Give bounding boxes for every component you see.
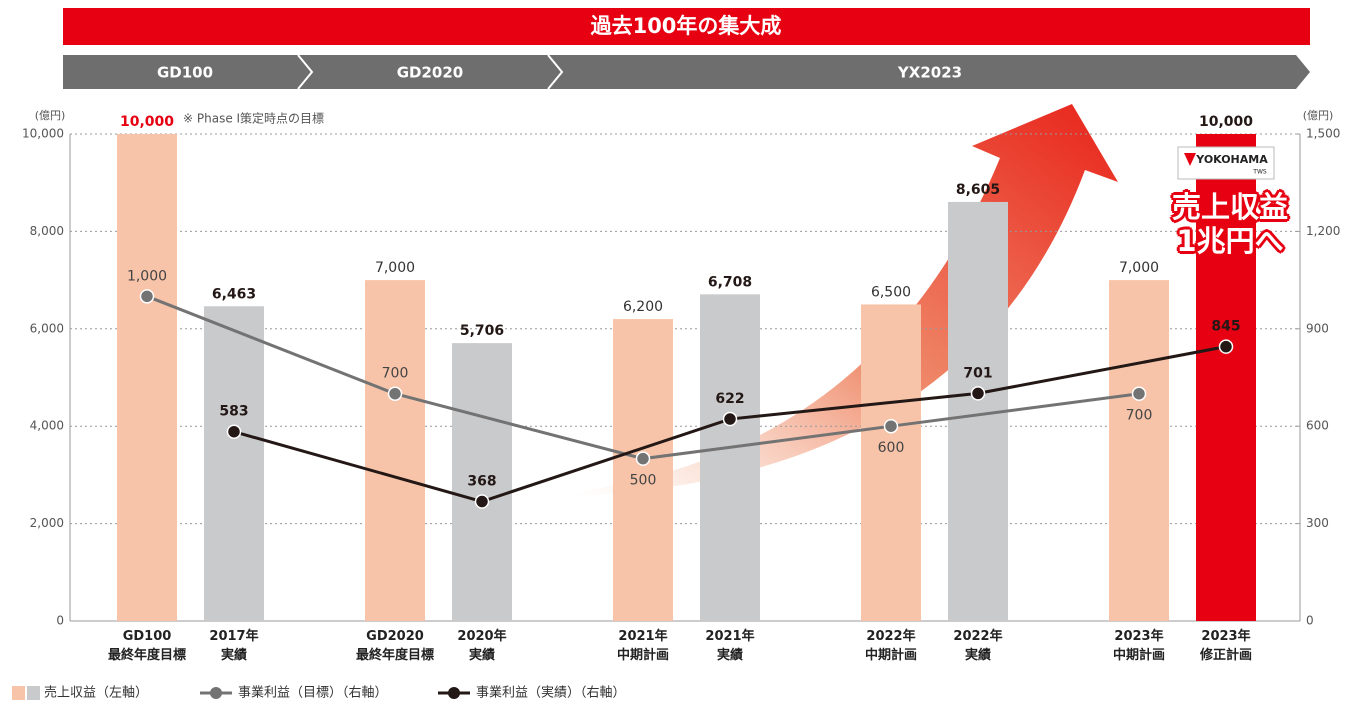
legend-label: 事業利益（目標）（右軸）: [238, 685, 388, 701]
y2-tick-label: 1,500: [1306, 127, 1340, 141]
point-label: 701: [963, 365, 992, 381]
point: [387, 386, 403, 401]
y2-tick-label: 900: [1306, 321, 1329, 335]
x-tick-label: 2023年 中期計画: [1112, 629, 1165, 663]
logo-sub: TWS: [1252, 169, 1267, 176]
point: [1218, 339, 1234, 354]
point-label: 368: [467, 474, 496, 490]
x-tick-label: 2022年 実績: [953, 629, 1003, 663]
x-tick-label: 2021年 中期計画: [616, 629, 669, 663]
point: [883, 418, 899, 434]
bar-value-label: 10,000: [1199, 114, 1253, 130]
point-label: 700: [382, 366, 409, 382]
legend-label: 売上収益（左軸）: [44, 685, 148, 701]
bar: [700, 294, 760, 621]
x-tick-label: GD2020 最終年度目標: [355, 629, 434, 663]
y-tick-label: 2,000: [30, 516, 64, 530]
y-tick-label: 0: [56, 614, 64, 628]
x-tick-label: GD100 最終年度目標: [107, 629, 186, 663]
bar-value-label: 7,000: [1119, 260, 1159, 276]
x-tick-label: 2023年 修正計画: [1199, 629, 1252, 663]
y2-tick-label: 1,200: [1306, 224, 1340, 238]
phase: YX2023: [897, 64, 962, 82]
y-tick-label: 6,000: [30, 321, 64, 335]
bar-value-label: 6,500: [871, 284, 911, 300]
x-tick-label: 2017年 実績: [209, 629, 259, 663]
phase-bar: [63, 55, 1310, 89]
point-label: 700: [1126, 408, 1153, 424]
y2-axis-label: (億円): [1303, 109, 1334, 122]
y2-tick-label: 600: [1306, 419, 1329, 433]
banner-title: 過去100年の集大成: [591, 14, 782, 38]
logo-text: YOKOHAMA: [1195, 153, 1268, 166]
legend-label: 事業利益（実績）（右軸）: [476, 685, 626, 701]
annotation: ※ Phase I策定時点の目標: [183, 111, 324, 126]
y2-tick-label: 0: [1306, 614, 1314, 628]
legend-swatch: [12, 686, 25, 700]
bar-value-label: 6,708: [708, 274, 752, 290]
x-tick-label: 2022年 中期計画: [864, 629, 917, 663]
annotation: 売上収益 1兆円へ: [1171, 190, 1288, 258]
y2-tick-label: 300: [1306, 516, 1329, 530]
chevron: [297, 54, 314, 90]
x-tick-label: 2021年 実績: [705, 629, 755, 663]
point-label: 600: [878, 440, 905, 456]
logo-mark: [1184, 153, 1196, 166]
bar: [613, 319, 673, 621]
legend-point: [210, 687, 222, 699]
bar: [1196, 134, 1256, 621]
bar: [204, 306, 264, 621]
bar-value-label: 5,706: [460, 323, 504, 339]
phase: GD100: [157, 64, 213, 82]
banner: [63, 8, 1310, 45]
point-label: 622: [715, 391, 744, 407]
legend-point: [448, 687, 460, 699]
x-tick-label: 2020年 実績: [457, 629, 507, 663]
bar: [117, 134, 177, 621]
point: [1131, 386, 1147, 401]
bar-value-label: 10,000: [120, 114, 174, 130]
y-tick-label: 10,000: [22, 127, 64, 141]
bar: [452, 343, 512, 621]
point: [722, 411, 738, 427]
bar-value-label: 6,463: [212, 286, 256, 302]
point-label: 845: [1211, 319, 1240, 335]
bar: [365, 280, 425, 621]
bar-value-label: 6,200: [623, 299, 663, 315]
y-tick-label: 4,000: [30, 419, 64, 433]
bar: [861, 304, 921, 621]
point-label: 583: [219, 404, 248, 420]
legend-swatch: [27, 686, 40, 700]
chevron: [547, 54, 564, 90]
point-label: 1,000: [127, 268, 167, 284]
phase: GD2020: [397, 64, 464, 82]
point: [474, 494, 490, 509]
bar-value-label: 7,000: [375, 260, 415, 276]
y-tick-label: 8,000: [30, 224, 64, 238]
point: [970, 386, 986, 401]
bar-value-label: 8,605: [956, 182, 1000, 198]
point: [139, 289, 155, 304]
point: [635, 451, 651, 466]
point-label: 500: [630, 473, 657, 489]
logo-box: [1177, 146, 1275, 180]
y-axis-label: (億円): [35, 109, 66, 122]
point: [226, 424, 242, 439]
bar: [1109, 280, 1169, 621]
